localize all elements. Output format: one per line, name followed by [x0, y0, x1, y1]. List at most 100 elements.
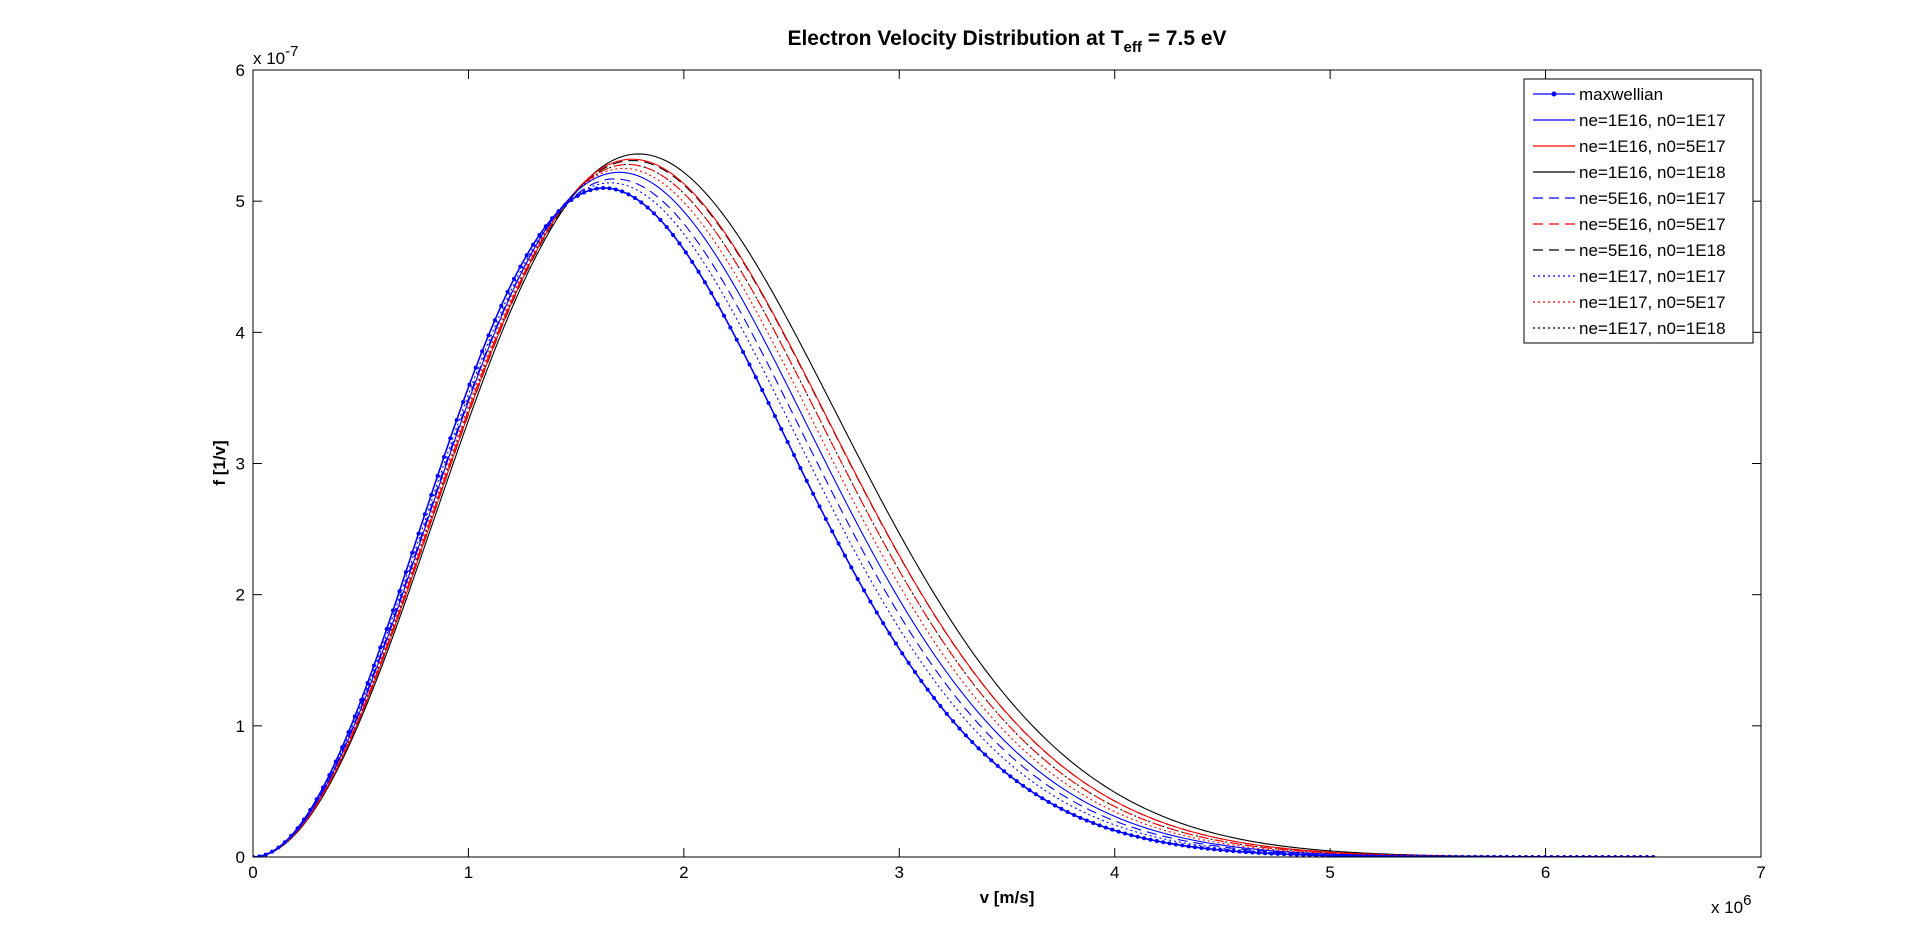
series-marker	[505, 289, 510, 294]
y-tick-label: 2	[236, 586, 245, 605]
series-marker	[575, 193, 580, 198]
series-marker	[1180, 843, 1185, 848]
series-marker	[480, 349, 485, 354]
series-marker	[1186, 844, 1191, 849]
series-marker	[792, 453, 797, 458]
legend-label: ne=1E16, n0=1E18	[1579, 163, 1726, 182]
series-marker	[957, 726, 962, 731]
series-marker	[429, 492, 434, 497]
series-marker	[1046, 799, 1051, 804]
series-marker	[1498, 854, 1503, 857]
series-marker	[1574, 854, 1579, 857]
series-marker	[365, 680, 370, 685]
series-marker	[1415, 854, 1420, 857]
series-marker	[785, 440, 790, 445]
legend-label: maxwellian	[1579, 85, 1663, 104]
series-line	[253, 163, 1654, 857]
series-marker	[804, 478, 809, 483]
series-marker	[912, 670, 917, 675]
series-marker	[1193, 845, 1198, 850]
series-marker	[645, 205, 650, 210]
series-marker	[435, 473, 440, 478]
series-marker	[257, 854, 262, 857]
series-marker	[581, 190, 586, 195]
series-marker	[1536, 854, 1541, 857]
series-marker	[1568, 854, 1573, 857]
series-marker	[518, 264, 523, 269]
series-marker	[963, 733, 968, 738]
series-marker	[1142, 836, 1147, 841]
series-marker	[1294, 852, 1299, 857]
series-marker	[1409, 854, 1414, 857]
y-axis-multiplier: x 10-7	[253, 43, 298, 68]
series-marker	[1339, 853, 1344, 857]
series-marker	[569, 198, 574, 203]
series-marker	[1396, 854, 1401, 857]
svg-text:x 10-7: x 10-7	[253, 43, 298, 68]
series-marker	[1625, 854, 1630, 857]
series-marker	[760, 388, 765, 393]
series-marker	[1530, 854, 1535, 857]
series-marker	[1511, 854, 1516, 857]
series-marker	[1313, 853, 1318, 857]
series-marker	[1390, 854, 1395, 857]
series-marker	[1110, 827, 1115, 832]
series-marker	[1466, 854, 1471, 857]
series-marker	[989, 758, 994, 763]
x-tick-label: 1	[464, 863, 473, 882]
series-marker	[1263, 851, 1268, 856]
series-marker	[664, 225, 669, 230]
series-marker	[289, 833, 294, 838]
series-group	[253, 153, 1656, 857]
series-marker	[1613, 854, 1618, 857]
x-tick-label: 0	[248, 863, 257, 882]
series-marker	[772, 413, 777, 418]
series-marker	[270, 849, 275, 854]
series-marker	[1116, 829, 1121, 834]
series-marker	[887, 631, 892, 636]
chart-title: Electron Velocity Distribution at Teff =…	[787, 27, 1226, 56]
series-marker	[1352, 854, 1357, 857]
series-marker	[620, 189, 625, 194]
series-marker	[276, 845, 281, 850]
series-marker	[906, 660, 911, 665]
series-marker	[1594, 854, 1598, 857]
series-marker	[632, 195, 637, 200]
series-line	[253, 158, 1654, 857]
series-marker	[1129, 833, 1134, 838]
series-marker	[1581, 854, 1586, 857]
series-marker	[1161, 840, 1166, 845]
series-marker	[830, 529, 835, 534]
legend: maxwellian ne=1E16, n0=1E17 ne=1E16, n0=5E…	[1523, 78, 1754, 344]
series-marker	[1562, 854, 1567, 857]
series-marker	[817, 504, 822, 509]
series-marker	[562, 203, 567, 208]
series-marker	[1307, 853, 1312, 857]
series-marker	[410, 550, 415, 555]
series-marker	[1453, 854, 1458, 857]
series-marker	[995, 763, 1000, 768]
series-marker	[1173, 842, 1178, 847]
series-marker	[1358, 854, 1363, 857]
series-marker	[1002, 769, 1007, 774]
series-marker	[543, 224, 548, 229]
series-marker	[1301, 852, 1306, 857]
series-marker	[982, 752, 987, 757]
series-marker	[1434, 854, 1439, 857]
y-tick-label: 5	[236, 192, 245, 211]
series-marker	[1606, 854, 1611, 857]
series-marker	[1383, 854, 1388, 857]
series-marker	[378, 645, 383, 650]
series-marker	[944, 711, 949, 716]
series-marker	[1014, 779, 1019, 784]
y-tick-label: 1	[236, 717, 245, 736]
series-marker	[753, 375, 758, 380]
series-marker	[1326, 853, 1331, 857]
series-marker	[639, 200, 644, 205]
series-marker	[881, 621, 886, 626]
series-marker	[1555, 854, 1560, 857]
series-marker	[308, 807, 313, 812]
series-marker	[1205, 846, 1210, 851]
series-marker	[461, 400, 466, 405]
series-marker	[836, 541, 841, 546]
